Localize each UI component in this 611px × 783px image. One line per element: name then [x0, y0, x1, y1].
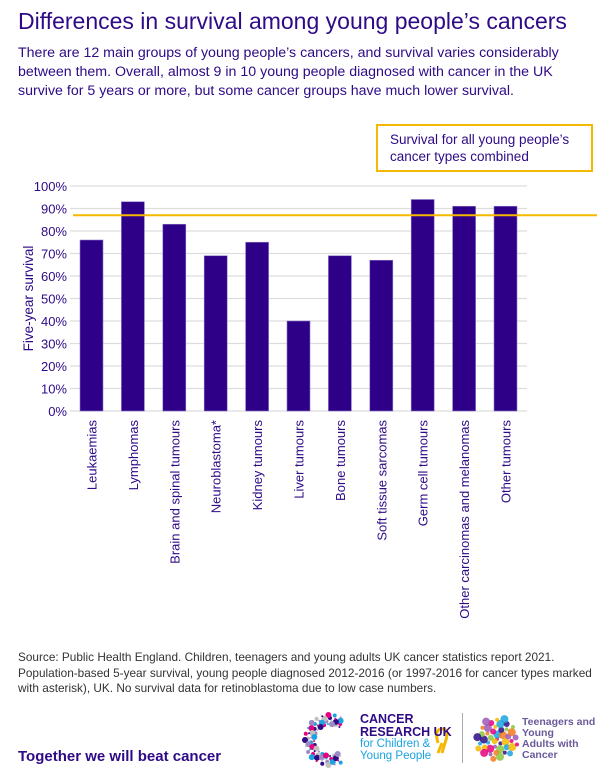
tya-line: Teenagers and — [522, 716, 596, 728]
x-tick-label: Bone tumours — [333, 420, 348, 501]
bar — [493, 205, 518, 412]
bar — [452, 205, 476, 412]
y-axis-label: Five-year survival — [21, 246, 36, 352]
x-tick-label: Brain and spinal tumours — [167, 420, 182, 564]
bar — [245, 241, 269, 412]
x-tick-label: Germ cell tumours — [416, 420, 431, 527]
bar — [286, 320, 311, 412]
x-tick-label: Neuroblastoma* — [209, 420, 224, 513]
y-tick-label: 90% — [41, 202, 67, 217]
legend: Survival for all young people’s cancer t… — [376, 124, 593, 172]
tagline: Together we will beat cancer — [18, 748, 222, 765]
x-tick-label: Other carcinomas and melanomas — [457, 420, 472, 619]
y-tick-label: 100% — [34, 179, 68, 194]
tya-line: Adults with — [522, 738, 579, 750]
cruk-logo-text: CANCER RESEARCH UK — [360, 713, 452, 738]
y-tick-label: 20% — [41, 359, 67, 374]
y-tick-label: 30% — [41, 337, 67, 352]
tya-line: Cancer — [522, 749, 558, 761]
y-tick-label: 40% — [41, 314, 67, 329]
x-tick-label: Leukaemias — [85, 420, 100, 491]
y-tick-label: 80% — [41, 224, 67, 239]
cruk-line: RESEARCH UK — [360, 724, 452, 739]
y-tick-label: 70% — [41, 247, 67, 262]
intro-text: There are 12 main groups of young people… — [18, 45, 559, 99]
x-tick-label: Other tumours — [499, 420, 514, 504]
cruk-logo-subtext: for Children & Young People — [360, 738, 432, 762]
cruk-line: CANCER — [360, 712, 414, 726]
cruk-line: Young People — [360, 749, 432, 762]
bar — [162, 223, 187, 412]
legend-label: Survival for all young people’s cancer t… — [390, 132, 570, 164]
cruk-line: for Children & — [360, 738, 431, 750]
bar — [79, 239, 104, 412]
tya-logo-text: Teenagers and Young Adults with Cancer — [522, 717, 595, 761]
page-title: Differences in survival among young peop… — [18, 8, 567, 34]
bar — [328, 255, 352, 412]
bar — [203, 255, 228, 412]
y-tick-label: 60% — [41, 269, 67, 284]
bar — [121, 201, 145, 412]
x-tick-label: Lymphomas — [126, 420, 141, 491]
bar — [369, 259, 394, 412]
tya-line: Young — [522, 727, 554, 739]
bar — [410, 199, 435, 412]
logo-divider — [462, 713, 463, 763]
y-tick-label: 0% — [48, 404, 67, 419]
y-tick-label: 10% — [41, 382, 67, 397]
bar-chart: 0% 10% 20% 30% 40% 50% 60% 70% 80% 90% 100% Five-ye… — [21, 179, 597, 619]
y-tick-label: 50% — [41, 292, 67, 307]
x-tick-label: Soft tissue sarcomas — [374, 420, 389, 541]
x-tick-label: Kidney tumours — [250, 420, 265, 511]
x-tick-label: Liver tumours — [292, 420, 307, 499]
source-note: Source: Public Health England. Children,… — [18, 650, 592, 695]
